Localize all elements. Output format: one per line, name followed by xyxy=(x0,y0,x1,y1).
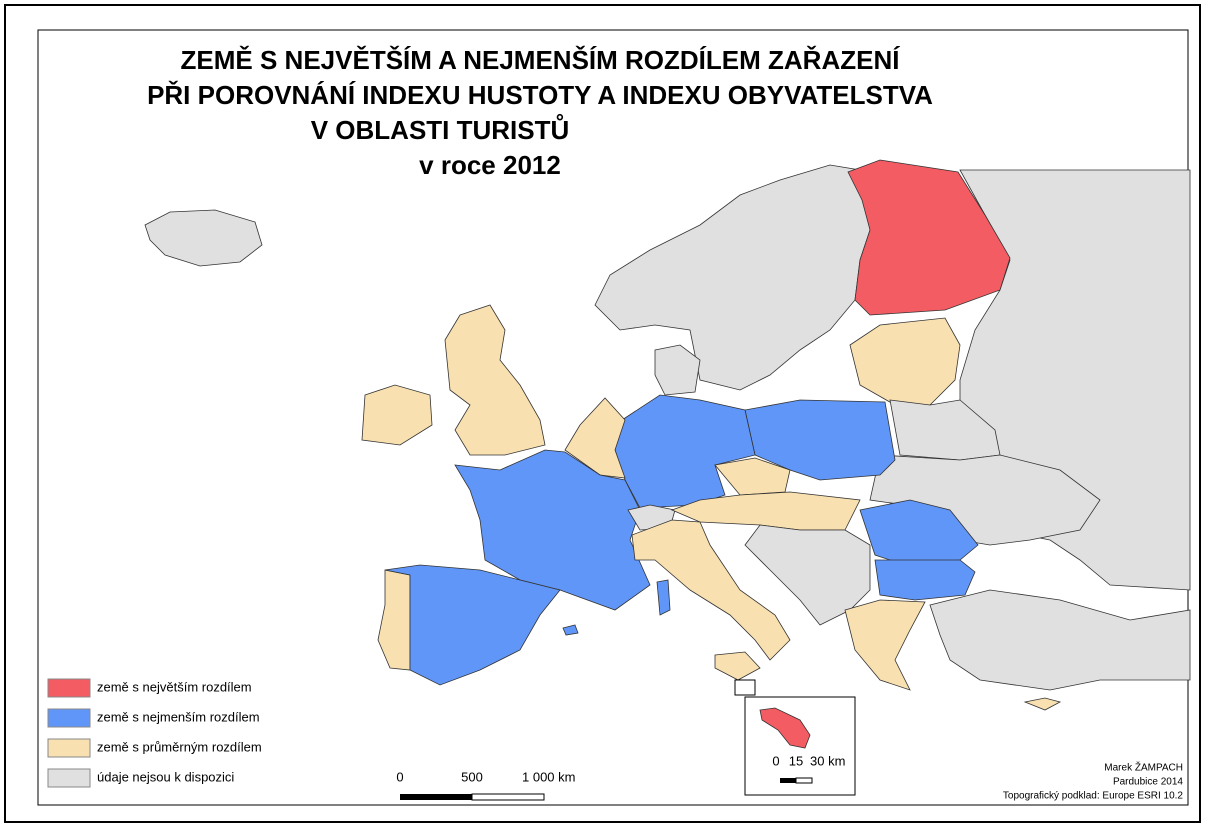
uk xyxy=(444,304,546,456)
denmark xyxy=(654,344,701,396)
inset-scale-label: 0 xyxy=(772,753,779,768)
finland xyxy=(847,159,1011,316)
sicily xyxy=(714,651,761,681)
balearic xyxy=(562,624,579,636)
credit: Topografický podklad: Europe ESRI 10.2 xyxy=(1003,791,1184,802)
romania xyxy=(859,499,979,566)
inset-scale-label: 30 km xyxy=(810,753,845,768)
title-line: V OBLASTI TURISTŮ xyxy=(311,113,570,145)
greece xyxy=(844,599,926,691)
france xyxy=(454,449,651,611)
poland xyxy=(744,399,896,481)
czech xyxy=(714,457,791,496)
inset-scale-segment xyxy=(780,778,796,783)
legend-label: země s největším rozdílem xyxy=(97,679,252,694)
map xyxy=(144,159,1191,711)
austria-hungary xyxy=(670,491,861,531)
scale-label: 1 000 km xyxy=(522,769,575,784)
italy xyxy=(631,519,791,661)
iceland xyxy=(144,209,263,267)
legend-swatch xyxy=(47,678,91,698)
legend-label: země s průměrným rozdílem xyxy=(97,739,262,754)
legend-label: údaje nejsou k dispozici xyxy=(97,769,234,784)
scale-label: 500 xyxy=(461,769,483,784)
corsica xyxy=(656,579,671,616)
cyprus xyxy=(1023,697,1062,711)
turkey xyxy=(929,589,1191,691)
title-line: ZEMĚ S NEJVĚTŠÍM A NEJMENŠÍM ROZDÍLEM ZA… xyxy=(181,45,901,75)
malta xyxy=(759,707,811,749)
credit: Pardubice 2014 xyxy=(1113,777,1183,788)
germany xyxy=(614,394,756,509)
scandinavia xyxy=(594,164,871,391)
portugal xyxy=(377,569,411,671)
inset-scale-label: 15 xyxy=(789,753,803,768)
belarus xyxy=(889,399,1001,461)
scale-label: 0 xyxy=(396,769,403,784)
title-line: v roce 2012 xyxy=(419,150,561,180)
legend-swatch xyxy=(47,738,91,758)
legend-swatch xyxy=(47,708,91,728)
legend: země s největším rozdílem země s nejmenší… xyxy=(47,678,262,788)
legend-label: země s nejmenším rozdílem xyxy=(97,709,260,724)
spain xyxy=(384,564,561,686)
malta-locator xyxy=(734,679,756,696)
outer-frame xyxy=(4,4,1201,823)
credit: Marek ŽAMPACH xyxy=(1104,761,1183,774)
scale-segment xyxy=(400,794,472,800)
title-line: PŘI POROVNÁNÍ INDEXU HUSTOTY A INDEXU OB… xyxy=(147,80,933,110)
ireland xyxy=(361,384,433,446)
malta-inset xyxy=(744,696,856,796)
baltics xyxy=(849,317,961,406)
bulgaria xyxy=(874,559,976,601)
legend-swatch xyxy=(47,768,91,788)
scale-segment xyxy=(471,793,545,801)
inset-scale-segment xyxy=(795,777,813,784)
